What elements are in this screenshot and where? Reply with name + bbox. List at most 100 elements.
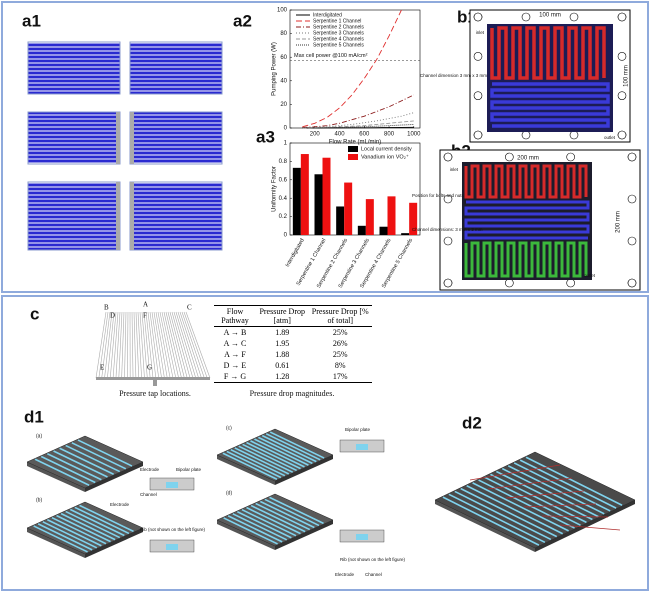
bolt-hole xyxy=(617,91,627,100)
legend-label: Serpentine 4 Channels xyxy=(313,36,364,42)
annotation: Bipolar plate xyxy=(176,467,202,472)
channel xyxy=(490,82,610,128)
panel-label: c xyxy=(30,304,39,323)
manifold xyxy=(130,112,134,164)
table-cell: Pressure Drop [atm] xyxy=(255,305,309,327)
channel-link xyxy=(505,490,585,499)
tap-label: B xyxy=(104,304,109,312)
y-tick-label: 0 xyxy=(284,126,288,132)
plate-side xyxy=(85,528,143,558)
channel xyxy=(167,311,185,379)
dimension: 200 mm xyxy=(517,156,539,162)
manifold xyxy=(116,112,120,164)
bolt-hole xyxy=(627,194,637,204)
channel xyxy=(115,311,121,379)
channel xyxy=(121,311,125,379)
panel-label: a3 xyxy=(256,127,275,146)
plate xyxy=(26,435,144,489)
channel xyxy=(238,445,294,473)
panel-label: a1 xyxy=(22,11,41,30)
channel xyxy=(104,311,113,379)
channel xyxy=(484,476,581,526)
top-frame xyxy=(1,1,649,293)
plot-frame xyxy=(289,142,421,236)
channel xyxy=(135,311,140,379)
bolt-hole xyxy=(627,278,637,288)
channel xyxy=(65,510,121,539)
channel xyxy=(95,311,107,379)
table-cell: F → G xyxy=(214,371,256,383)
panel-label: d1 xyxy=(24,407,44,426)
channel xyxy=(227,515,283,543)
bar xyxy=(379,226,388,235)
channel-link xyxy=(487,477,573,490)
channel xyxy=(141,311,148,379)
channel xyxy=(490,473,587,524)
annotation: outlet xyxy=(604,135,616,140)
channel xyxy=(185,311,211,379)
channel xyxy=(133,311,137,379)
channel xyxy=(40,455,96,484)
outlet xyxy=(153,380,157,386)
tap-label: C xyxy=(187,304,192,312)
channel xyxy=(230,448,286,477)
bolt-hole xyxy=(443,194,453,204)
table-row: A → F 1.88 25% xyxy=(214,349,372,360)
line xyxy=(302,9,402,128)
table-row: Flow Pathway Pressure Drop [atm] Pressure … xyxy=(214,305,372,327)
channel xyxy=(460,487,558,538)
channel xyxy=(59,447,114,475)
annotation: Rib (not shown on the left figure) xyxy=(340,557,406,562)
table-row: A → B 1.89 25% xyxy=(214,327,372,339)
y-tick-label: 0.6 xyxy=(279,177,288,183)
bar xyxy=(357,225,366,235)
table-cell: Flow Pathway xyxy=(214,305,256,327)
channel xyxy=(47,453,102,481)
bolt-hole xyxy=(443,278,453,288)
bolt-hole xyxy=(521,12,531,22)
legend-label: Local current density xyxy=(361,146,412,152)
cross-channel xyxy=(166,544,178,550)
table-cell: A → F xyxy=(224,350,246,359)
x-tick-label: 1000 xyxy=(407,132,421,138)
tap-label: G xyxy=(147,364,152,372)
channel xyxy=(264,498,320,527)
table-cell: 17% xyxy=(308,371,372,383)
channel xyxy=(42,521,98,549)
channel xyxy=(442,496,540,546)
channel xyxy=(153,311,165,379)
y-axis-title: Pumping Power (W) xyxy=(272,42,278,96)
channel xyxy=(147,311,157,379)
channel xyxy=(101,311,111,379)
channel xyxy=(109,311,117,379)
channel xyxy=(179,311,202,379)
subpanel-label: (b) xyxy=(36,497,42,503)
channel xyxy=(261,434,317,463)
annotation: Max cell power @100 mA/cm² xyxy=(294,53,368,59)
channel xyxy=(258,436,313,465)
legend-label: Serpentine 2 Channels xyxy=(313,24,364,30)
channel xyxy=(464,164,588,199)
y-axis-title: Uniformity Factor xyxy=(272,166,278,212)
plate-side xyxy=(217,520,275,550)
table-cell: D → E xyxy=(223,361,247,370)
bolt-hole xyxy=(566,278,575,288)
table-cell: A → C xyxy=(223,339,247,348)
legend-label: Serpentine 3 Channels xyxy=(313,30,364,36)
channel xyxy=(165,311,182,379)
channel xyxy=(466,485,564,535)
flow-field xyxy=(129,181,223,251)
channel xyxy=(98,311,109,379)
legend-label: Serpentine 1 Channel xyxy=(313,18,361,24)
x-tick-label: 200 xyxy=(310,132,321,138)
plate-side xyxy=(27,462,85,492)
bar xyxy=(292,167,301,235)
plate-side xyxy=(85,462,143,492)
cross-channel xyxy=(356,444,368,450)
channel xyxy=(157,311,171,379)
table-cell: Pressure Drop [% of total] xyxy=(308,305,372,327)
annotation: Electrode xyxy=(110,502,130,507)
channel xyxy=(183,311,208,379)
caption: Pressure drop magnitudes. xyxy=(250,389,335,398)
caption: Pressure tap locations. xyxy=(119,389,191,398)
